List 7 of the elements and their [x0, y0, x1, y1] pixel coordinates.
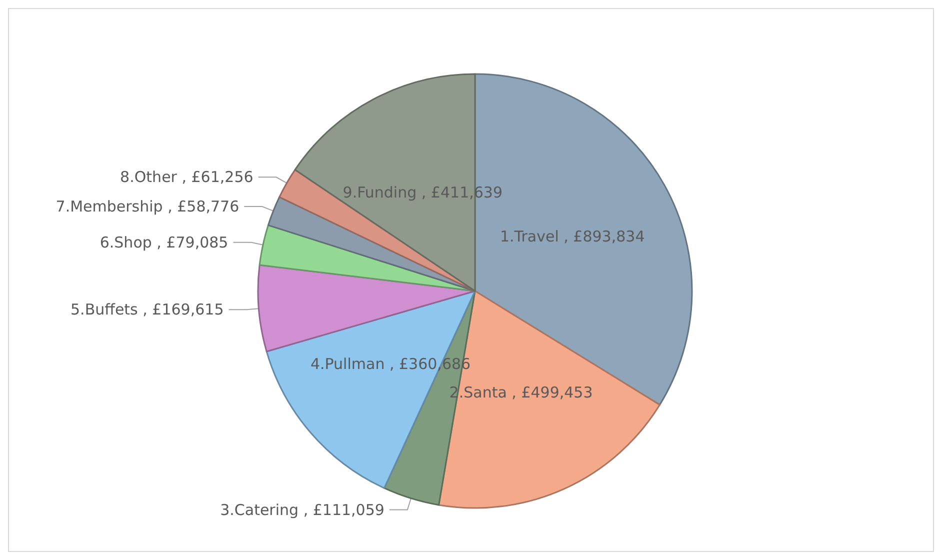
slice-label: 7.Membership , £58,776: [56, 198, 240, 216]
slice-label: 5.Buffets , £169,615: [70, 300, 224, 319]
slice-label: 6.Shop , £79,085: [100, 233, 228, 252]
slice-label: 1.Travel , £893,834: [500, 228, 645, 246]
slice-label: 9.Funding , £411,639: [342, 184, 503, 202]
slice-label: 3.Catering , £111,059: [220, 500, 384, 519]
slice-label: 8.Other , £61,256: [120, 168, 254, 186]
